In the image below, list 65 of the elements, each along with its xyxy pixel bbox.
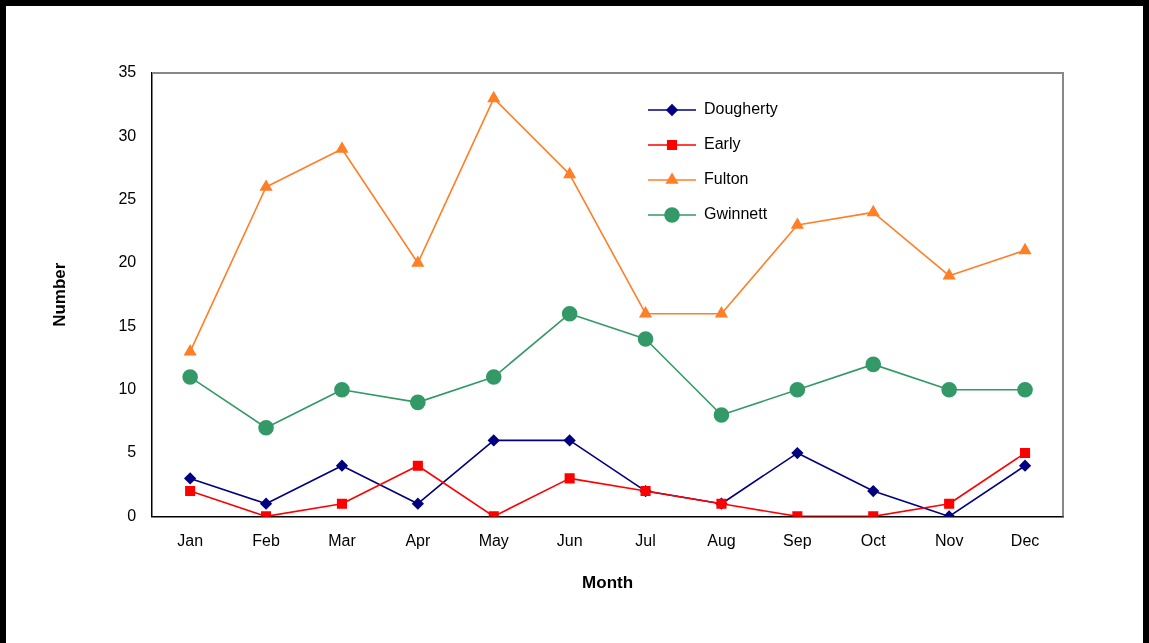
x-tick-label: Sep <box>783 532 812 550</box>
legend-label: Fulton <box>704 170 749 188</box>
point <box>411 256 424 267</box>
point <box>791 447 804 459</box>
point <box>637 331 654 347</box>
y-tick-label: 20 <box>118 253 137 271</box>
point <box>1020 448 1031 459</box>
x-axis-title: Month <box>582 573 634 593</box>
point <box>485 369 502 385</box>
point <box>561 305 578 322</box>
x-tick-label: Aug <box>707 532 736 550</box>
point <box>184 472 196 485</box>
point <box>335 142 348 153</box>
point <box>1019 459 1031 472</box>
y-tick-label: 5 <box>127 443 137 461</box>
point <box>336 498 347 509</box>
point <box>487 434 500 447</box>
point <box>867 205 880 217</box>
x-tick-label: Mar <box>328 532 357 550</box>
x-tick-label: Feb <box>252 532 280 550</box>
point <box>563 434 576 447</box>
y-tick-label: 30 <box>118 126 137 144</box>
point <box>564 473 575 484</box>
point <box>412 497 424 510</box>
y-tick-label: 35 <box>118 63 137 81</box>
legend-label: Early <box>704 135 741 153</box>
y-tick-label: 0 <box>127 506 137 524</box>
point <box>865 356 882 373</box>
point <box>713 407 730 423</box>
y-axis-title: Number <box>49 262 69 327</box>
point <box>941 381 957 398</box>
point <box>260 180 273 191</box>
y-tick-label: 25 <box>118 190 137 208</box>
x-tick-label: Dec <box>1010 532 1040 550</box>
point <box>1019 243 1032 255</box>
point <box>563 167 576 179</box>
legend-label: Gwinnett <box>704 205 768 223</box>
x-tick-label: Oct <box>860 532 887 550</box>
point <box>791 218 804 229</box>
point <box>789 381 806 398</box>
x-tick-label: Jan <box>177 532 204 550</box>
point <box>184 344 197 356</box>
point <box>334 381 350 398</box>
legend-label: Dougherty <box>704 100 778 118</box>
y-tick-label: 10 <box>118 380 137 398</box>
x-tick-label: Nov <box>934 532 964 550</box>
x-tick-label: Jun <box>556 532 583 550</box>
x-tick-label: Apr <box>405 532 431 550</box>
point <box>639 306 652 318</box>
point <box>182 369 198 385</box>
point <box>410 394 426 411</box>
point <box>336 459 348 472</box>
point <box>943 268 956 280</box>
x-tick-label: Jul <box>635 532 656 550</box>
point <box>412 460 423 471</box>
point <box>715 306 728 318</box>
point <box>867 485 880 497</box>
point <box>185 486 196 497</box>
point <box>258 419 274 436</box>
point <box>1017 381 1033 398</box>
point <box>487 91 500 103</box>
point <box>260 497 272 510</box>
y-tick-label: 15 <box>118 316 137 334</box>
x-tick-label: May <box>478 532 509 550</box>
point <box>944 498 955 509</box>
